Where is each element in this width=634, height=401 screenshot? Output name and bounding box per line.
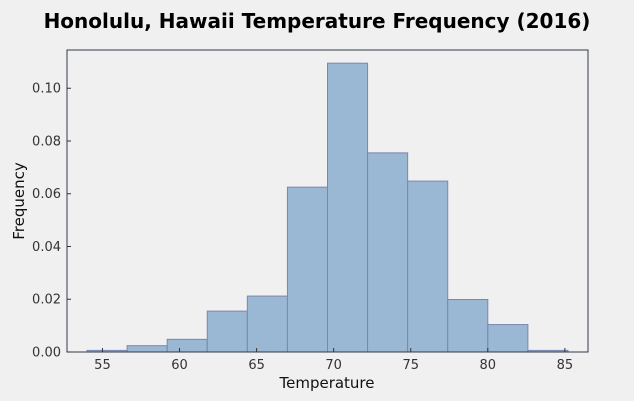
histogram-bar-6 [327, 62, 369, 353]
y-tick-label-5: 0.10 [32, 82, 61, 97]
x-axis-label: Temperature [278, 374, 374, 392]
histogram-bar-8 [407, 180, 449, 353]
chart-title: Honolulu, Hawaii Temperature Frequency (… [44, 9, 591, 33]
histogram-bar-3 [206, 310, 248, 353]
histogram-bar-4 [246, 295, 288, 353]
x-tick-label-1: 60 [171, 358, 188, 373]
y-tick-label-1: 0.02 [32, 293, 61, 308]
x-tick-label-5: 80 [480, 358, 497, 373]
histogram-bars [86, 62, 569, 353]
x-axis-ticks: 55 60 65 70 75 80 85 [94, 348, 573, 373]
y-tick-label-3: 0.06 [32, 187, 61, 202]
y-tick-label-4: 0.08 [32, 134, 61, 149]
x-tick-label-6: 85 [557, 358, 574, 373]
x-tick-label-2: 65 [248, 358, 265, 373]
histogram-bar-10 [487, 324, 529, 353]
plot-frame [66, 49, 589, 353]
y-tick-label-0: 0.00 [32, 346, 61, 361]
histogram-bar-1 [126, 345, 168, 353]
histogram-bar-9 [447, 299, 489, 353]
x-tick-label-4: 75 [402, 358, 419, 373]
y-tick-label-2: 0.04 [32, 240, 61, 255]
y-axis-label: Frequency [10, 162, 28, 240]
y-axis-ticks: 0.00 0.02 0.04 0.06 0.08 0.10 [32, 82, 71, 361]
x-tick-label-0: 55 [94, 358, 111, 373]
histogram-bar-5 [286, 186, 328, 353]
histogram-bar-7 [367, 152, 409, 353]
x-tick-label-3: 70 [325, 358, 342, 373]
histogram-bar-2 [166, 338, 208, 353]
